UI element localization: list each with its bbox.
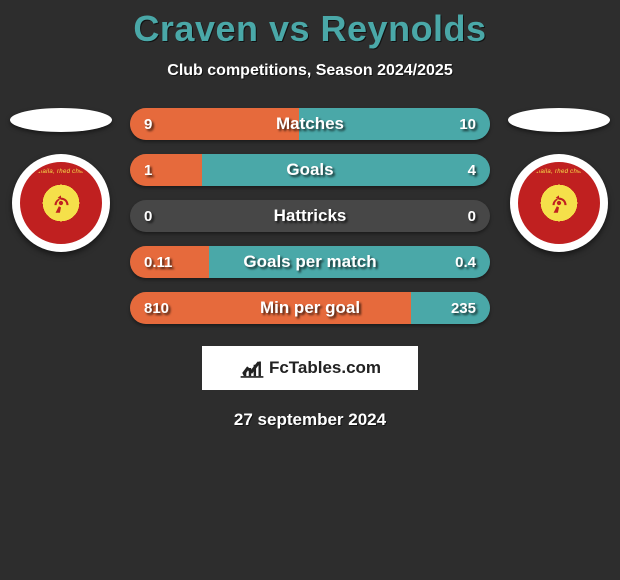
badge-motto: Ymrafaila, rhed chwarea — [23, 169, 99, 175]
player-left-placeholder — [10, 108, 112, 132]
archer-icon — [48, 190, 74, 216]
brand-label: FcTables.com — [269, 358, 381, 378]
date-label: 27 september 2024 — [0, 410, 620, 430]
player-right-col: Ymrafaila, rhed chwarea — [508, 108, 610, 252]
page-title: Craven vs Reynolds — [0, 0, 620, 50]
stat-label: Hattricks — [130, 206, 490, 226]
stat-row: 1Goals4 — [130, 154, 490, 186]
club-badge-left: Ymrafaila, rhed chwarea — [12, 154, 110, 252]
chart-icon — [239, 358, 265, 378]
stat-row: 810Min per goal235 — [130, 292, 490, 324]
subtitle: Club competitions, Season 2024/2025 — [0, 62, 620, 80]
stats-column: 9Matches10 1Goals4 0Hattricks0 0.11Goals pe… — [130, 108, 490, 324]
stat-value-right: 0.4 — [455, 254, 476, 271]
badge-motto: Ymrafaila, rhed chwarea — [521, 169, 597, 175]
brand-badge: FcTables.com — [202, 346, 418, 390]
main-row: Ymrafaila, rhed chwarea 9Matches10 1Goals… — [0, 108, 620, 324]
stat-row: 0.11Goals per match0.4 — [130, 246, 490, 278]
stat-value-right: 4 — [468, 162, 476, 179]
stat-label: Goals — [130, 160, 490, 180]
stat-row: 0Hattricks0 — [130, 200, 490, 232]
stat-label: Matches — [130, 114, 490, 134]
stat-label: Min per goal — [130, 298, 490, 318]
stat-value-right: 10 — [459, 116, 476, 133]
stat-value-right: 0 — [468, 208, 476, 225]
stat-label: Goals per match — [130, 252, 490, 272]
stat-row: 9Matches10 — [130, 108, 490, 140]
archer-icon — [546, 190, 572, 216]
club-badge-right: Ymrafaila, rhed chwarea — [510, 154, 608, 252]
player-left-col: Ymrafaila, rhed chwarea — [10, 108, 112, 252]
stat-value-right: 235 — [451, 300, 476, 317]
player-right-placeholder — [508, 108, 610, 132]
comparison-card: Craven vs Reynolds Club competitions, Se… — [0, 0, 620, 430]
